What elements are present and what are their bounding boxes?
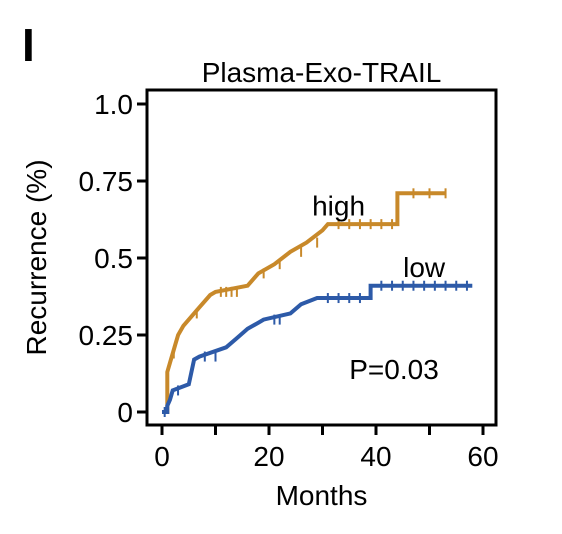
x-tick-label: 20: [253, 441, 284, 472]
series-line-low: [162, 283, 473, 414]
y-tick-label: 0.5: [94, 243, 133, 274]
panel-letter: I: [22, 19, 35, 71]
p-value-annotation: P=0.03: [349, 354, 439, 385]
chart-title: Plasma-Exo-TRAIL: [202, 57, 442, 88]
x-axis-label: Months: [276, 480, 368, 511]
y-tick-label: 0.75: [79, 166, 134, 197]
x-tick-label: 40: [360, 441, 391, 472]
y-tick-label: 0.25: [79, 320, 134, 351]
series-label-low: low: [403, 252, 446, 283]
y-tick-label: 0: [117, 397, 133, 428]
x-tick-label: 60: [467, 441, 498, 472]
y-axis-label: Recurrence (%): [21, 159, 52, 355]
series-label-high: high: [312, 191, 365, 222]
series-line-high: [162, 191, 446, 414]
y-tick-label: 1.0: [94, 89, 133, 120]
x-tick-label: 0: [154, 441, 170, 472]
